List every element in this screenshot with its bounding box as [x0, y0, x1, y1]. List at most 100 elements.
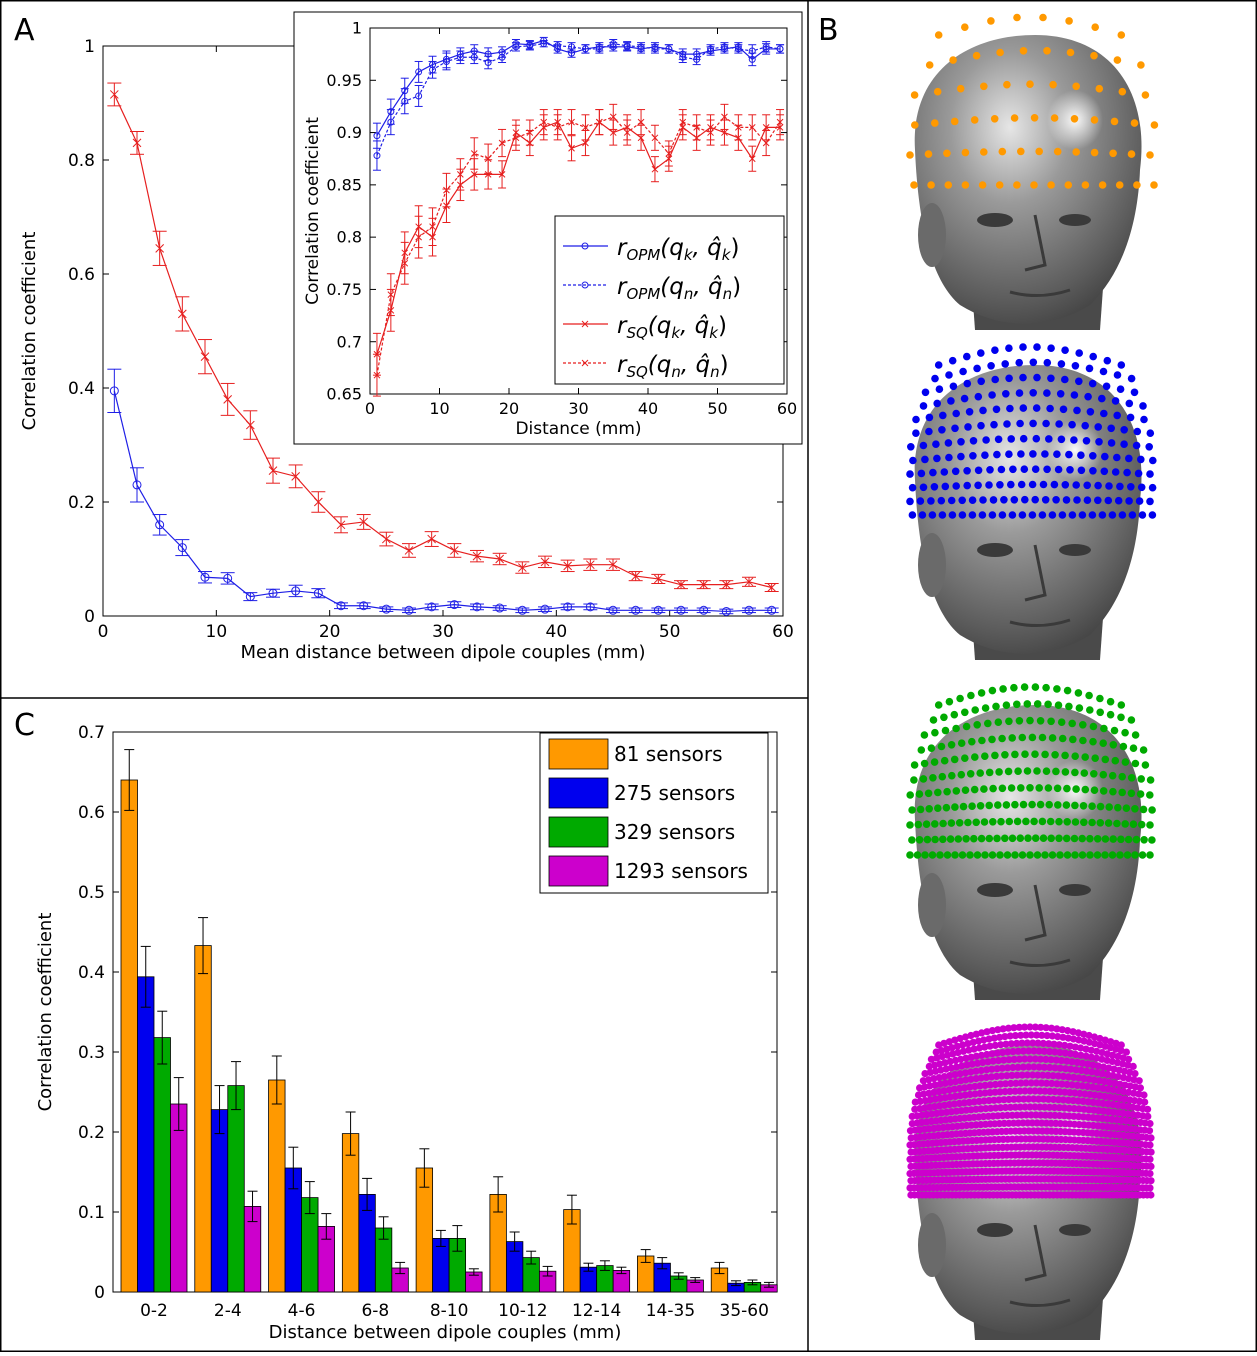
sensor-dot	[1003, 420, 1011, 428]
sensor-dot	[1005, 375, 1013, 383]
sensor-dot	[1004, 851, 1012, 859]
sensor-dot	[1137, 1084, 1144, 1091]
sensor-dot	[1065, 703, 1073, 711]
y-tick-label: 0.7	[337, 332, 362, 351]
sensor-dot	[929, 851, 937, 859]
sensor-dot	[1088, 802, 1096, 810]
sensor-dot	[946, 698, 954, 706]
sensor-dot	[1118, 701, 1126, 709]
sensor-dot	[1039, 14, 1047, 22]
sensor-dot	[906, 791, 914, 799]
sensor-dot	[1037, 801, 1045, 809]
y-tick-label: 0.6	[68, 265, 95, 285]
sensor-dot	[961, 754, 969, 762]
sensor-dot	[1100, 368, 1108, 376]
sensor-dot	[971, 753, 979, 761]
sensor-dot	[981, 818, 989, 826]
sensor-dot	[1127, 414, 1135, 422]
sensor-dot	[1089, 511, 1097, 519]
sensor-dot	[1110, 741, 1118, 749]
y-tick-label: 0	[84, 607, 95, 627]
sensor-dot	[1146, 1127, 1153, 1134]
sensor-dot	[1073, 407, 1081, 415]
sensor-dot	[1013, 14, 1021, 22]
sensor-dot	[950, 383, 958, 391]
sensor-dot	[938, 426, 946, 434]
sensor-dot	[1133, 181, 1141, 189]
sensor-dot	[947, 397, 955, 405]
sensor-dot	[999, 785, 1007, 793]
sensor-dot	[956, 819, 964, 827]
sensor-dot	[1100, 787, 1108, 795]
sensor-dot	[1017, 834, 1025, 842]
sensor-dot	[985, 802, 993, 810]
x-tick-label: 10	[429, 399, 449, 418]
sensor-dot	[1078, 835, 1086, 843]
sensor-dot	[1034, 851, 1042, 859]
sensor-dot	[1015, 359, 1023, 367]
sensor-dot	[975, 467, 983, 475]
sensor-dot	[939, 820, 947, 828]
sensor-dot	[992, 703, 1000, 711]
sensor-dot	[1026, 80, 1034, 88]
sensor-dot	[1148, 806, 1156, 814]
sensor-dot	[1117, 714, 1125, 722]
sensor-dot	[916, 790, 924, 798]
sensor-dot	[1011, 751, 1019, 759]
sensor-dot	[906, 851, 914, 859]
sensor-dot	[1018, 481, 1026, 489]
sensor-dot	[989, 687, 997, 695]
sensor-dot	[920, 442, 928, 450]
sensor-dot	[1140, 806, 1148, 814]
head-eye	[1059, 884, 1091, 896]
sensor-dot	[1135, 470, 1143, 478]
sensor-dot	[952, 468, 960, 476]
sensor-dot	[1030, 818, 1038, 826]
x-tick-label: 50	[707, 399, 727, 418]
sensor-dot	[1033, 374, 1041, 382]
sensor-dot	[986, 769, 994, 777]
sensor-dot	[970, 835, 978, 843]
sensor-dot	[958, 771, 966, 779]
x-tick-label: 0	[98, 622, 109, 642]
y-tick-label: 0.65	[326, 385, 362, 404]
sensor-dot	[934, 804, 942, 812]
sensor-dot	[1146, 791, 1154, 799]
sensor-dot	[1114, 804, 1122, 812]
sensor-dot	[1071, 115, 1079, 123]
sensor-dot	[1131, 119, 1139, 127]
sensor-dot	[1031, 496, 1039, 504]
sensor-dot	[1013, 701, 1021, 709]
sensor-dot	[1123, 469, 1131, 477]
legend-entry-part: OPM	[626, 246, 660, 264]
sensor-dot	[978, 737, 986, 745]
sensor-dot	[943, 804, 951, 812]
sensor-dot	[1068, 421, 1076, 429]
sensor-dot	[1140, 1091, 1147, 1098]
sensor-dot	[979, 407, 987, 415]
head-eye	[977, 1223, 1013, 1237]
sensor-dot	[1115, 497, 1123, 505]
head-model	[906, 343, 1156, 660]
sensor-dot	[959, 851, 967, 859]
sensor-dot	[978, 689, 986, 697]
sensor-dot	[1134, 428, 1142, 436]
sensor-dot	[918, 470, 926, 478]
sensor-dot	[1071, 391, 1079, 399]
sensor-dot	[1147, 429, 1155, 437]
sensor-dot	[1002, 390, 1010, 398]
sensor-dot	[1042, 420, 1050, 428]
sensor-dot	[933, 455, 941, 463]
sensor-dot	[985, 481, 993, 489]
sensor-dot	[1065, 181, 1073, 189]
sensor-dot	[1104, 357, 1112, 365]
sensor-dot	[1009, 835, 1017, 843]
y-tick-label: 0.75	[326, 280, 362, 299]
x-tick-label: 0	[365, 399, 375, 418]
panel-b-heads	[906, 14, 1158, 1340]
sensor-dot	[1047, 181, 1055, 189]
head-eye	[977, 213, 1013, 227]
sensor-dot	[1047, 344, 1055, 352]
sensor-dot	[942, 727, 950, 735]
